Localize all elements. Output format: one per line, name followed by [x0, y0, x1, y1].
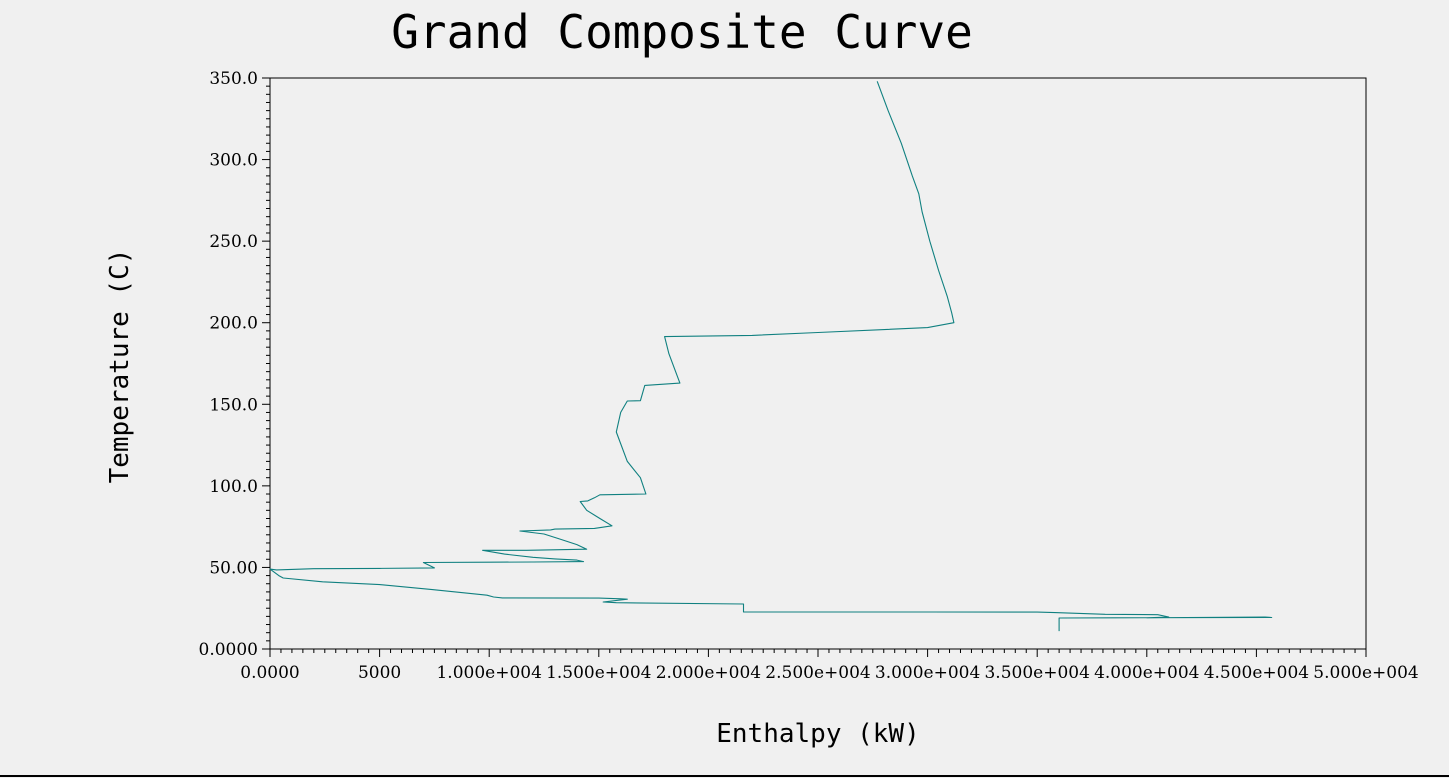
gcc-series-line: [269, 81, 1273, 632]
x-tick-label: 0.0000: [240, 663, 299, 683]
x-tick-label: 1.000e+004: [436, 663, 541, 683]
x-tick-label: 5.000e+004: [1313, 663, 1418, 683]
y-tick-label: 250.0: [209, 232, 258, 252]
y-axis-label: Temperature (C): [105, 249, 135, 484]
y-tick-label: 200.0: [209, 314, 258, 334]
series-layer: [269, 81, 1273, 632]
x-tick-label: 5000: [358, 663, 401, 683]
window-bottom-border: [0, 775, 1449, 777]
y-tick-label: 50.00: [209, 558, 258, 578]
x-axis-label: Enthalpy (kW): [716, 719, 920, 749]
x-tick-label: 2.000e+004: [656, 663, 761, 683]
x-tick-label: 4.000e+004: [1094, 663, 1199, 683]
x-tick-label: 2.500e+004: [765, 663, 870, 683]
y-tick-label: 0.0000: [199, 640, 258, 660]
y-tick-label: 100.0: [209, 477, 258, 497]
y-tick-label: 350.0: [209, 69, 258, 89]
x-tick-label: 3.500e+004: [984, 663, 1089, 683]
x-tick-label: 1.500e+004: [546, 663, 651, 683]
y-axis: 0.0000 50.00 100.0 150.0 200.0 250.0 300.0 350.…: [199, 69, 270, 660]
chart-title: Grand Composite Curve: [391, 5, 973, 59]
plot-area: [269, 77, 1367, 650]
y-tick-label: 300.0: [209, 151, 258, 171]
x-tick-label: 4.500e+004: [1204, 663, 1309, 683]
x-tick-label: 3.000e+004: [875, 663, 980, 683]
y-tick-label: 150.0: [209, 395, 258, 415]
x-axis: 0.0000 5000 1.000e+004 1.500e+004 2.000e+004…: [240, 649, 1419, 683]
